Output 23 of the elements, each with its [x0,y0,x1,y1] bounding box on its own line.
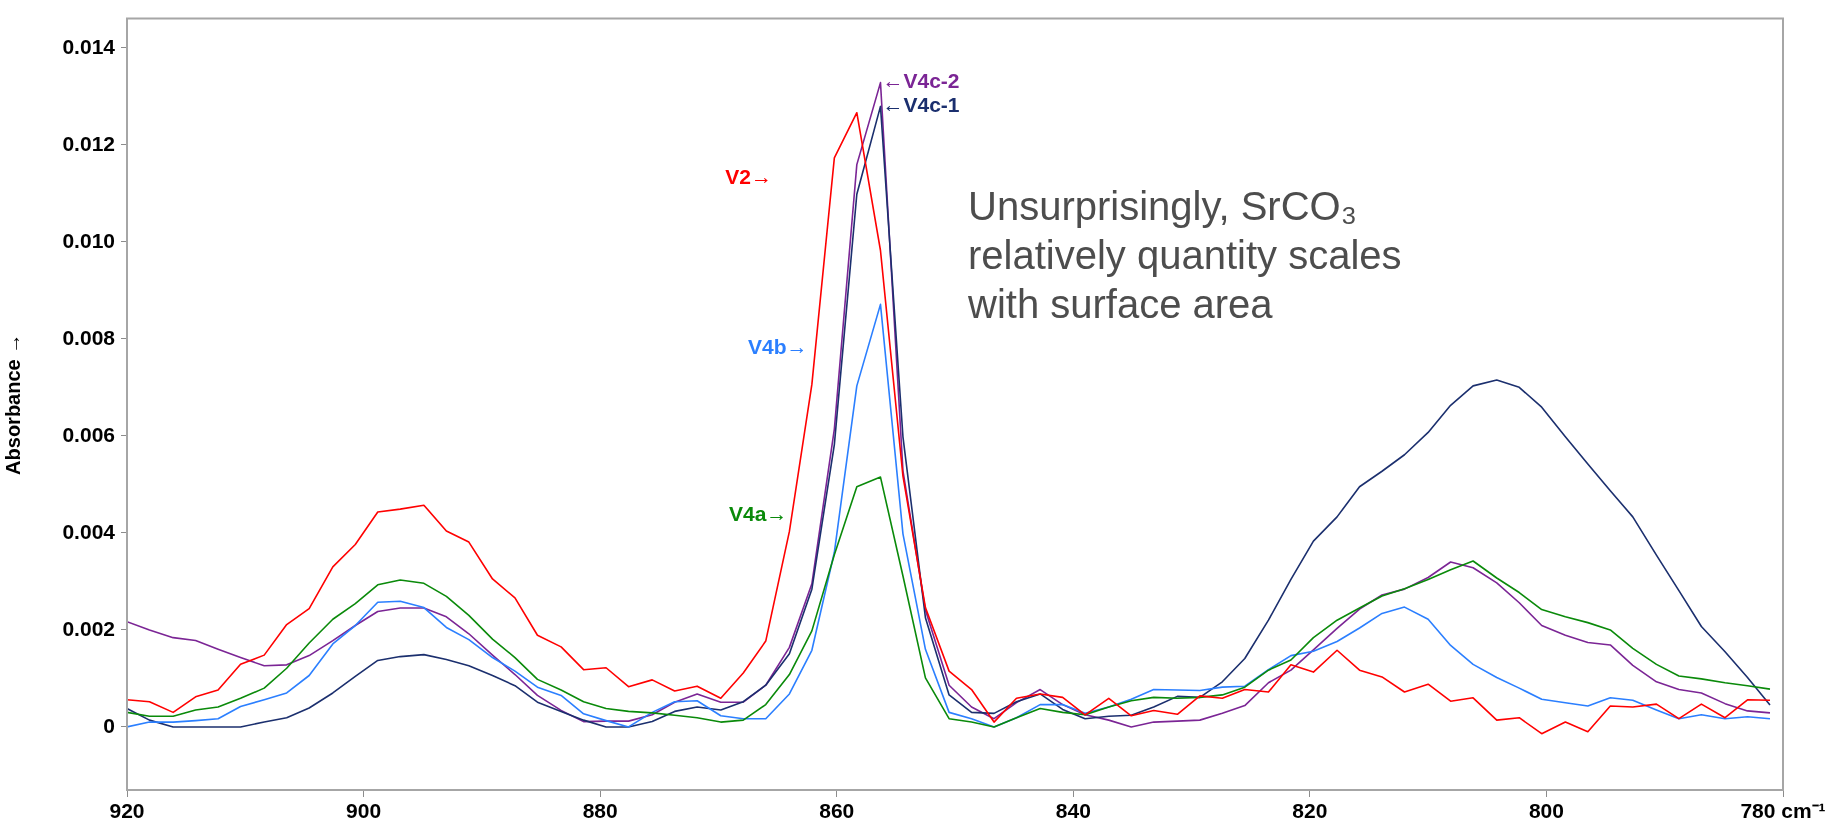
annotation: V2→ [725,165,772,189]
x-tick-label: 880 [582,799,618,823]
x-tick-label: 800 [1528,799,1564,823]
y-tick-label: 0.008 [62,325,116,349]
annotation: V4b→ [747,335,808,359]
y-tick-label: 0 [103,713,115,737]
annotation: V4a→ [728,501,788,525]
y-tick-label: 0.006 [62,422,115,446]
x-tick-label: 780 cm⁻¹ [1740,799,1826,823]
annotation: Unsurprisingly, SrCO₃ relatively quantity scales with surface area [968,183,1403,328]
y-tick-label: 0.002 [62,616,115,640]
x-tick-label: 820 [1292,799,1328,823]
y-tick-label: 0.004 [62,519,116,543]
x-tick-label: 920 [109,799,145,823]
x-tick-label: 900 [346,799,382,823]
x-tick-label: 840 [1055,799,1091,823]
y-tick-label: 0.012 [62,131,115,155]
y-tick-label: 0.010 [62,228,115,252]
annotation: ←V4c-1 [882,93,960,117]
y-tick-label: 0.014 [62,34,116,58]
x-tick-label: 860 [819,799,855,823]
annotation: ←V4c-2 [882,69,960,93]
y-axis-title: Absorbance → [1,333,24,475]
